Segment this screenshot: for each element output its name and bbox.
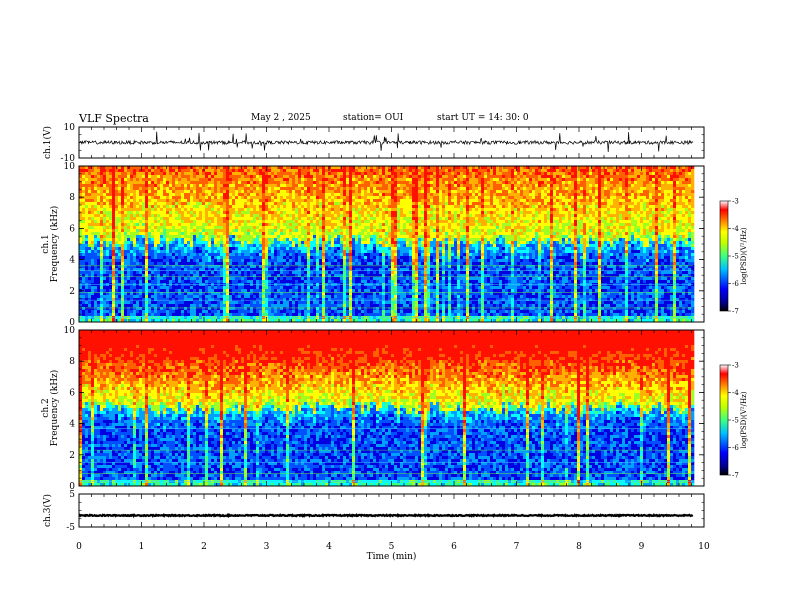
colorbar-tick-label: -6 [732, 280, 739, 288]
y-tick-label: 10 [64, 326, 76, 336]
colorbar-tick-label: -5 [732, 253, 739, 261]
colorbar-tick-label: -7 [732, 472, 739, 480]
y-tick-label: 6 [69, 224, 75, 234]
colorbar-tick-label: -7 [732, 308, 739, 316]
x-tick-label: 4 [326, 542, 332, 552]
x-tick-label: 10 [698, 542, 710, 552]
y-tick-label: 6 [69, 388, 75, 398]
x-tick-label: 5 [389, 542, 395, 552]
colorbar-tick-label: -4 [732, 225, 739, 233]
colorbar-scale [720, 365, 728, 475]
colorbar-tick-label: -3 [732, 198, 739, 206]
x-axis-label: Time (min) [367, 551, 417, 562]
y-axis-label-frequency: Frequency (kHz) [49, 206, 60, 283]
colorbar-scale [720, 201, 728, 311]
colorbar: -3 -4 -5 -6 -7 log(PSD)(V²/Hz) [720, 362, 748, 480]
colorbar-tick-label: -6 [732, 444, 739, 452]
spectrogram-ch2 [79, 330, 694, 486]
y-tick-label: 8 [69, 357, 75, 367]
panel-4-axes: 5 -5 ch.3(V) [42, 490, 704, 533]
x-tick-label: 3 [264, 542, 270, 552]
y-tick-label: 2 [69, 451, 75, 461]
y-tick-label: 5 [69, 490, 75, 500]
y-tick-label: 4 [69, 420, 75, 430]
x-tick-label: 9 [639, 542, 645, 552]
y-tick-label: 10 [64, 162, 76, 172]
y-tick-label: -5 [66, 523, 75, 533]
colorbar-tick-label: -5 [732, 417, 739, 425]
y-axis-label: ch.3(V) [42, 494, 53, 527]
y-axis-label: ch.1(V) [42, 126, 53, 159]
colorbar: -3 -4 -5 -6 -7 log(PSD)(V²/Hz) [720, 198, 748, 316]
y-tick-label: 8 [69, 193, 75, 203]
spectrogram-ch1 [79, 166, 694, 322]
ch3-waveform-line [79, 515, 693, 516]
x-tick-label: 6 [451, 542, 457, 552]
ch1-waveform-line [79, 132, 693, 152]
x-tick-label: 2 [201, 542, 207, 552]
y-tick-label: 4 [69, 256, 75, 266]
colorbar-label: log(PSD)(V²/Hz) [740, 391, 748, 448]
x-tick-label: 8 [576, 542, 582, 552]
x-tick-label: 1 [139, 542, 145, 552]
colorbar-tick-label: -4 [732, 389, 739, 397]
y-tick-label: 2 [69, 287, 75, 297]
colorbar-label: log(PSD)(V²/Hz) [740, 227, 748, 284]
x-tick-label: 0 [76, 542, 82, 552]
colorbar-tick-label: -3 [732, 362, 739, 370]
y-axis-label-frequency: Frequency (kHz) [49, 370, 60, 447]
x-tick-label: 7 [514, 542, 520, 552]
y-tick-label: 10 [64, 123, 76, 133]
